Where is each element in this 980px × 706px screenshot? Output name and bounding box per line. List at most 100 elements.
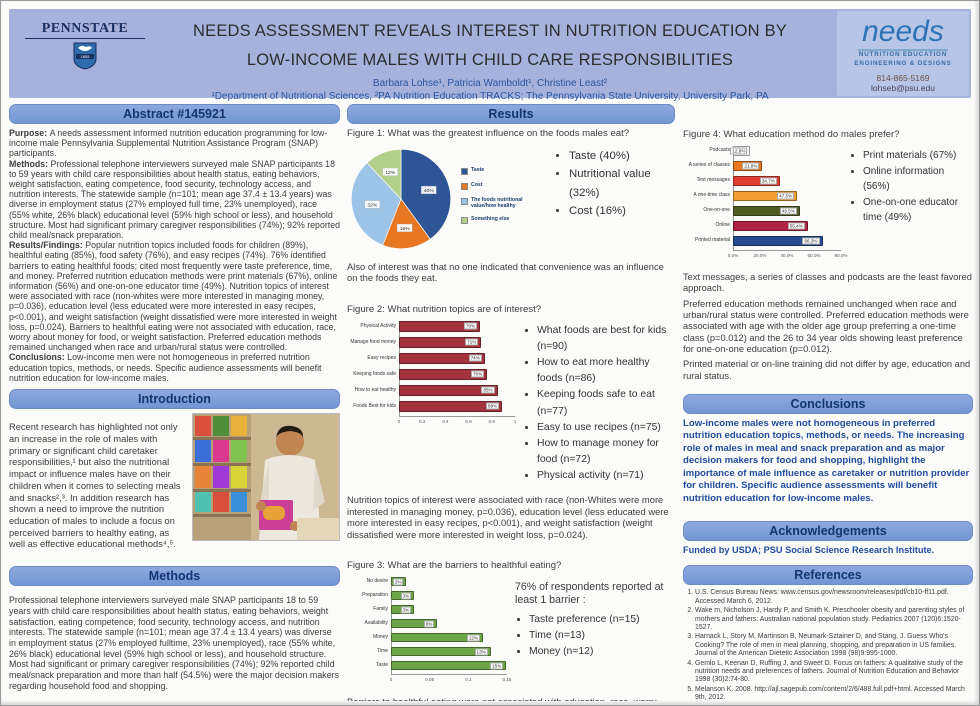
- shelf-products: [193, 416, 251, 518]
- bar-value-label: 71%: [465, 338, 479, 346]
- bar-track: 55.4%: [733, 221, 841, 231]
- figure1-bullets: Taste (40%)Nutritional value (32%)Cost (…: [555, 147, 675, 220]
- contact-phone: 814-865-5169: [876, 73, 930, 83]
- bar-row: Availability 6%: [347, 619, 507, 629]
- figure4-bullets: Print materials (67%)Online information …: [849, 148, 973, 226]
- bar-value-label: 13%: [474, 648, 488, 656]
- figure3-note: Barriers to healthful eating were not as…: [347, 696, 675, 701]
- pie-legend-item: Taste: [461, 167, 547, 175]
- bar-track: 74%: [399, 352, 515, 364]
- rect-el: [195, 466, 211, 489]
- section-header-references: References: [683, 565, 973, 586]
- bar-value-label: 70%: [463, 322, 478, 330]
- pie-slice-label-box: [421, 185, 437, 195]
- bar-value-label: 76%: [470, 370, 485, 378]
- bar-track: 89%: [399, 400, 515, 412]
- bar-category-label: Time: [377, 647, 388, 654]
- bar-category-label: Availability: [364, 619, 388, 626]
- legend-label: Something else: [471, 216, 510, 223]
- bar-row: A one-time class 47.5%: [683, 191, 841, 201]
- rect-el: [213, 416, 229, 437]
- bar: 2%: [391, 577, 407, 587]
- bar-category-label: A one-time class: [693, 192, 730, 199]
- section-header-abstract: Abstract #145921: [9, 104, 340, 124]
- list-item: Taste (40%): [569, 147, 675, 165]
- section-header-methods: Methods: [9, 566, 340, 587]
- x-axis: 0 0.2 0.4 0.6 0.8 1: [397, 417, 517, 428]
- bar-track: 3%: [391, 605, 507, 615]
- introduction-content: Recent research has highlighted not only…: [9, 413, 340, 560]
- bar-category-label: Keeping foods safe: [353, 370, 396, 377]
- x-axis-tick: 0.05: [425, 677, 435, 683]
- bar-value-label: 49.5%: [779, 207, 797, 215]
- list-item: Harnack L, Story M, Martinson B, Neumark…: [695, 633, 973, 658]
- x-axis-tick: 0: [397, 418, 401, 424]
- bar-row: Printed material 66.3%: [683, 236, 841, 246]
- bar: 47.5%: [733, 191, 798, 201]
- bar-value-label: 66.3%: [802, 237, 820, 245]
- x-axis-tick: 0.8: [488, 418, 495, 424]
- rect-el: [193, 437, 251, 441]
- list-item: Money (n=12): [529, 644, 675, 660]
- introduction-text: Recent research has highlighted not only…: [9, 422, 181, 550]
- legend-swatch: [461, 217, 468, 225]
- bar-category-label: A series of classes: [688, 162, 730, 169]
- pie-legend: Taste Cost The foods nutritional value/how…: [461, 167, 547, 231]
- figure2: Physical Activity 70% Manage food money 71%…: [347, 320, 675, 484]
- paragraph: Results/Findings: Popular nutrition topi…: [9, 240, 338, 353]
- bar-value-label: 3%: [400, 606, 412, 614]
- bar-track: 49.5%: [733, 206, 841, 216]
- figure3-bullets: Taste preference (n=15)Time (n=13)Money …: [515, 612, 675, 660]
- figure4-notes: Text messages, a series of classes and p…: [683, 272, 973, 382]
- bar-chart-plot: Physical Activity 70% Manage food money 71%…: [347, 320, 517, 428]
- bar-category-label: Money: [372, 633, 388, 640]
- bar: 89%: [399, 400, 503, 412]
- bar-row: Money 12%: [347, 633, 507, 643]
- bar-row: Preparation 3%: [347, 591, 507, 601]
- bar-track: 3%: [391, 591, 507, 601]
- bar-track: 70%: [399, 320, 515, 332]
- list-item: Wake m, Nicholson J, Hardy P, and Smith …: [695, 607, 973, 632]
- pie-slice-label-box: [382, 167, 398, 176]
- figure4-caption: Figure 4: What education method do males…: [683, 129, 900, 140]
- x-axis-row: 0 0.05 0.1 0.15: [347, 675, 512, 686]
- rect-el: [195, 492, 211, 513]
- bar: 21.8%: [733, 161, 763, 171]
- legend-swatch: [461, 197, 468, 205]
- rect-el: [213, 440, 229, 463]
- bar-value-label: 3%: [400, 592, 412, 600]
- list-item: Taste preference (n=15): [529, 612, 675, 628]
- rect-el: [297, 518, 339, 541]
- pie-chart-svg: 40% 16% 32% 12%: [351, 148, 451, 249]
- list-item: Time (n=13): [529, 628, 675, 644]
- list-item: Easy to use recipes (n=75): [537, 420, 675, 436]
- bar-track: 76%: [399, 368, 515, 380]
- list-item: What foods are best for kids (n=90): [537, 323, 675, 355]
- list-item: Keeping foods safe to eat (n=77): [537, 387, 675, 419]
- x-axis-tick: 0.4: [442, 418, 449, 424]
- paragraph: Purpose: A needs assessment informed nut…: [9, 128, 328, 159]
- figure2-bullets: What foods are best for kids (n=90)How t…: [523, 323, 675, 484]
- bar: 34.7%: [733, 176, 780, 186]
- bar-value-label: 55.4%: [787, 222, 805, 230]
- references-list: U.S. Census Bureau News: www.census.gov/…: [683, 589, 973, 701]
- bar-track: 12.9%: [730, 146, 841, 156]
- bar-value-label: 34.7%: [759, 177, 777, 185]
- bar-category-label: Text messages: [696, 177, 730, 184]
- b-el: Conclusions:: [9, 352, 68, 363]
- acknowledgements-text: Funded by USDA; PSU Social Science Resea…: [683, 545, 935, 556]
- x-axis-tick: 0.1: [465, 677, 472, 683]
- contact-email: lohseb@psu.edu: [871, 83, 935, 93]
- title-block: NEEDS ASSESSMENT REVEALS INTEREST IN NUT…: [159, 17, 821, 102]
- bar-category-label: Physical Activity: [360, 322, 396, 329]
- bar-chart-plot: No desire 2% Preparation 3% Family 3% Availabi…: [347, 577, 512, 686]
- bar-track: 2%: [391, 577, 507, 587]
- left-column: Abstract #145921 Purpose: A needs assess…: [9, 104, 340, 701]
- bar-value-label: 47.5%: [777, 192, 795, 200]
- bar: 15%: [391, 661, 507, 671]
- pie-legend-item: The foods nutritional value/how healthy: [461, 197, 547, 209]
- figure1-note: Also of interest was that no one indicat…: [347, 261, 664, 284]
- intro-photo: [192, 413, 340, 542]
- bar-category-label: One-on-one: [703, 207, 730, 214]
